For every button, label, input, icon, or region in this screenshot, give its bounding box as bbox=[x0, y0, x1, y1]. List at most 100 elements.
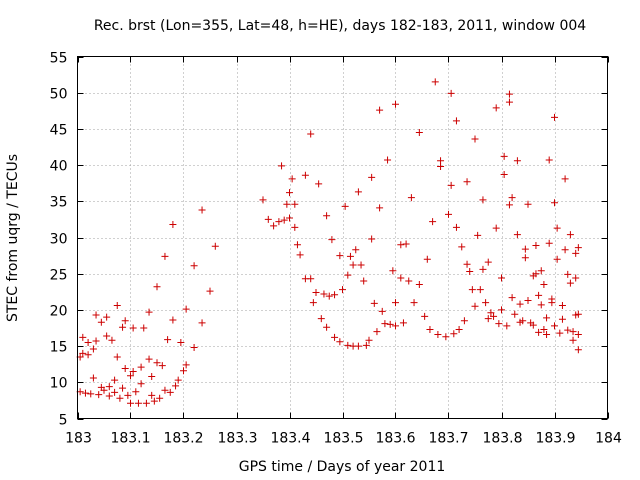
data-point bbox=[286, 214, 293, 222]
data-point bbox=[551, 113, 558, 121]
data-point bbox=[450, 330, 458, 338]
data-point bbox=[137, 380, 145, 388]
data-point bbox=[551, 322, 558, 330]
data-point bbox=[521, 245, 529, 253]
data-point bbox=[164, 336, 172, 344]
data-point bbox=[161, 386, 169, 394]
data-point bbox=[360, 277, 368, 285]
data-point bbox=[166, 388, 174, 396]
data-point bbox=[368, 235, 376, 243]
data-point bbox=[328, 236, 336, 244]
data-point bbox=[574, 346, 582, 354]
data-point bbox=[500, 171, 508, 179]
data-point bbox=[97, 318, 105, 326]
data-point bbox=[108, 336, 116, 344]
data-point bbox=[307, 275, 315, 283]
data-point bbox=[431, 78, 439, 86]
data-point bbox=[511, 310, 519, 318]
data-point bbox=[370, 299, 378, 307]
data-point bbox=[553, 224, 561, 232]
data-point bbox=[392, 100, 399, 108]
data-point bbox=[354, 342, 362, 350]
data-point bbox=[113, 353, 121, 361]
data-point bbox=[137, 363, 145, 371]
data-point bbox=[373, 328, 381, 336]
data-point bbox=[105, 383, 113, 391]
y-tick-labels: 5 10 15 20 25 30 35 40 45 50 55 bbox=[50, 51, 68, 429]
data-point bbox=[362, 341, 370, 349]
data-point bbox=[452, 117, 460, 125]
data-point bbox=[556, 329, 564, 337]
data-point bbox=[325, 292, 333, 300]
data-point bbox=[479, 196, 487, 204]
data-point bbox=[495, 320, 503, 328]
data-point bbox=[320, 290, 328, 298]
data-point bbox=[524, 200, 532, 208]
data-point bbox=[434, 331, 442, 339]
chart-title: Rec. brst (Lon=355, Lat=48, h=HE), days … bbox=[94, 18, 586, 34]
data-point bbox=[471, 302, 479, 310]
data-point bbox=[283, 200, 291, 208]
data-point bbox=[116, 394, 124, 402]
data-point bbox=[543, 331, 551, 339]
data-point bbox=[198, 206, 206, 214]
data-point bbox=[134, 399, 142, 407]
data-point bbox=[476, 286, 484, 294]
x-tick-label: 184 bbox=[595, 431, 622, 447]
data-point bbox=[421, 312, 429, 320]
data-point bbox=[429, 218, 437, 226]
data-point bbox=[540, 281, 548, 289]
data-point bbox=[288, 175, 296, 183]
data-point bbox=[407, 194, 415, 202]
y-tick-label: 10 bbox=[50, 376, 68, 392]
data-point bbox=[545, 239, 553, 247]
data-point bbox=[392, 299, 399, 307]
data-point bbox=[81, 389, 89, 397]
y-tick-label: 15 bbox=[50, 340, 68, 356]
data-point bbox=[296, 251, 304, 259]
data-point bbox=[392, 322, 399, 330]
data-point bbox=[471, 135, 479, 143]
data-point bbox=[405, 277, 413, 285]
data-point bbox=[463, 178, 471, 186]
data-point bbox=[561, 175, 569, 183]
data-point bbox=[463, 260, 471, 268]
data-point bbox=[331, 291, 339, 299]
data-point bbox=[92, 337, 100, 345]
data-point bbox=[278, 162, 286, 170]
data-point bbox=[301, 171, 309, 179]
data-point bbox=[307, 130, 315, 138]
data-point bbox=[384, 156, 392, 164]
data-point bbox=[344, 341, 352, 349]
data-point bbox=[508, 294, 516, 302]
data-point bbox=[119, 384, 127, 392]
x-tick-label: 183.6 bbox=[375, 431, 415, 447]
data-point bbox=[286, 189, 293, 197]
data-point bbox=[535, 328, 543, 336]
data-point bbox=[386, 320, 394, 328]
data-point bbox=[505, 201, 513, 209]
data-point bbox=[437, 157, 445, 165]
data-point bbox=[447, 89, 455, 97]
x-tick-label: 183.4 bbox=[270, 431, 310, 447]
data-point bbox=[452, 223, 460, 231]
data-point bbox=[569, 328, 577, 336]
data-point bbox=[399, 319, 407, 327]
data-point bbox=[111, 376, 119, 384]
data-point bbox=[84, 351, 92, 359]
data-point bbox=[553, 255, 561, 263]
data-point bbox=[558, 315, 566, 323]
x-tick-label: 183.1 bbox=[110, 431, 150, 447]
y-axis-label: STEC from uqrg / TECUs bbox=[5, 154, 21, 322]
x-tick-label: 183.5 bbox=[323, 431, 363, 447]
data-point bbox=[161, 252, 169, 260]
data-point bbox=[474, 231, 482, 239]
data-point bbox=[129, 367, 137, 375]
data-point bbox=[426, 325, 434, 333]
data-point bbox=[482, 299, 490, 307]
data-point bbox=[291, 223, 299, 231]
x-tick-label: 183.9 bbox=[535, 431, 575, 447]
data-point bbox=[524, 296, 532, 304]
data-point bbox=[551, 199, 558, 207]
